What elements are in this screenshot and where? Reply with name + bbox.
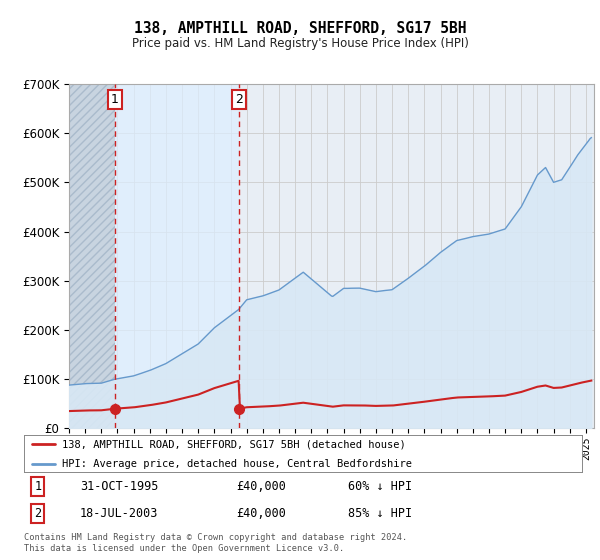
Text: Contains HM Land Registry data © Crown copyright and database right 2024.
This d: Contains HM Land Registry data © Crown c… [24,533,407,553]
Text: 138, AMPTHILL ROAD, SHEFFORD, SG17 5BH (detached house): 138, AMPTHILL ROAD, SHEFFORD, SG17 5BH (… [62,439,406,449]
Text: 60% ↓ HPI: 60% ↓ HPI [347,480,412,493]
Text: 2: 2 [34,507,41,520]
Text: 18-JUL-2003: 18-JUL-2003 [80,507,158,520]
Text: 1: 1 [34,480,41,493]
Text: HPI: Average price, detached house, Central Bedfordshire: HPI: Average price, detached house, Cent… [62,459,412,469]
Bar [115,84,239,428]
Text: £40,000: £40,000 [236,480,286,493]
Text: 1: 1 [111,93,119,106]
Text: £40,000: £40,000 [236,507,286,520]
Bar [69,84,115,428]
Text: 138, AMPTHILL ROAD, SHEFFORD, SG17 5BH: 138, AMPTHILL ROAD, SHEFFORD, SG17 5BH [134,21,466,36]
Text: 31-OCT-1995: 31-OCT-1995 [80,480,158,493]
Text: 2: 2 [235,93,243,106]
Text: Price paid vs. HM Land Registry's House Price Index (HPI): Price paid vs. HM Land Registry's House … [131,37,469,50]
Text: 85% ↓ HPI: 85% ↓ HPI [347,507,412,520]
